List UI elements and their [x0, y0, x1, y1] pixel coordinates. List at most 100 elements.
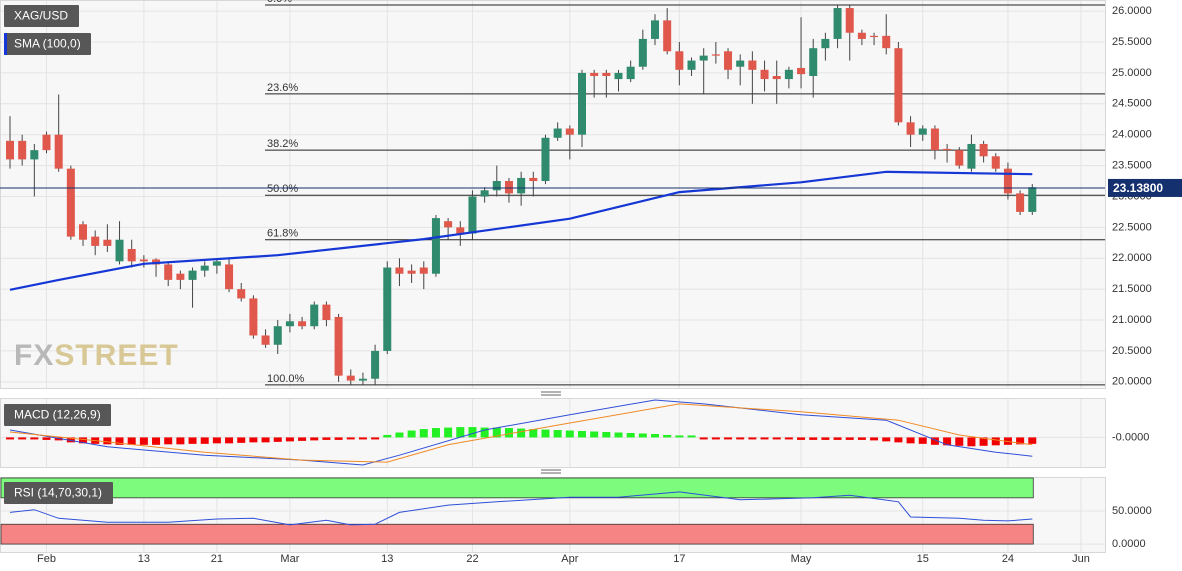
histogram-bar [176, 437, 185, 445]
x-tick-label: 24 [1002, 553, 1014, 565]
candle-body [139, 259, 148, 262]
candle-body [237, 289, 246, 299]
histogram-bar [42, 437, 51, 440]
candle-body [42, 134, 51, 151]
candle-body [298, 321, 307, 327]
histogram-bar [30, 437, 39, 440]
candle-body [334, 316, 343, 376]
label-box [4, 5, 79, 27]
histogram-bar [456, 427, 465, 438]
candle-body [748, 60, 757, 70]
candle-body [115, 239, 124, 262]
fib-label: 38.2% [267, 138, 298, 150]
histogram-bar [298, 437, 307, 441]
y-tick-label: 26.0000 [1112, 5, 1152, 17]
watermark-part: STREET [54, 339, 178, 372]
histogram-bar [991, 437, 1000, 446]
panel-background [0, 398, 1106, 468]
histogram-bar [687, 435, 696, 438]
indicator-line [9, 170, 1033, 291]
histogram-bar [955, 437, 964, 446]
y-tick-label: 24.0000 [1112, 129, 1152, 141]
candle-body [955, 150, 964, 166]
x-tick-label: May [791, 553, 812, 565]
histogram-bar [200, 437, 209, 444]
histogram-bar [249, 437, 258, 443]
histogram-bar [1016, 437, 1025, 445]
histogram-bar [602, 432, 611, 438]
label-color [4, 33, 7, 55]
y-tick-label: 0.0000 [1112, 538, 1146, 550]
rsi-band [0, 477, 1034, 499]
candle-body [991, 156, 1000, 169]
histogram-bar [492, 427, 501, 438]
histogram-bar [225, 437, 234, 444]
candle-body [468, 196, 477, 234]
candle-body [553, 128, 562, 138]
histogram-bar [407, 430, 416, 438]
candle-body [784, 69, 793, 80]
histogram-bar [772, 437, 781, 440]
histogram-bar [553, 430, 562, 438]
candle-body [894, 48, 903, 123]
candle-body [346, 375, 355, 381]
histogram-bar [626, 432, 635, 438]
candle-body [30, 150, 39, 160]
candle-body [480, 190, 489, 197]
histogram-bar [444, 427, 453, 438]
histogram-bar [906, 437, 915, 444]
candle-body [188, 270, 197, 280]
label-box [4, 33, 91, 55]
candle-body [225, 264, 234, 290]
candle-body [675, 51, 684, 70]
x-tick-label: Apr [561, 553, 578, 565]
y-tick-label: 25.5000 [1112, 36, 1152, 48]
histogram-bar [54, 437, 63, 441]
candle-body [651, 20, 660, 39]
y-tick-label: 50.0000 [1112, 505, 1152, 517]
candle-body [517, 177, 526, 194]
fib-label: 23.6% [267, 82, 298, 94]
panel-background [0, 0, 1106, 389]
histogram-bar [845, 437, 854, 440]
label-text: RSI (14,70,30,1) [14, 486, 102, 500]
x-tick-label: Jun [1072, 553, 1090, 565]
y-tick-label: 24.5000 [1112, 98, 1152, 110]
histogram-bar [784, 437, 793, 440]
histogram-bar [699, 437, 708, 440]
candle-body [930, 128, 939, 151]
fib-label: 61.8% [267, 228, 298, 240]
candle-body [383, 267, 392, 351]
candle-body [772, 75, 781, 80]
indicator-label: SMA (100,0) [4, 33, 91, 55]
candle-body [614, 72, 623, 80]
histogram-bar [127, 437, 136, 445]
histogram-bar [310, 437, 319, 441]
candle-body [249, 298, 258, 336]
candle-body [164, 264, 173, 280]
histogram-bar [943, 437, 952, 446]
x-tick-label: 15 [917, 553, 929, 565]
candle-body [1016, 193, 1025, 212]
histogram-bar [285, 437, 294, 442]
candle-body [200, 265, 209, 271]
histogram-bar [870, 437, 879, 441]
candle-body [322, 304, 331, 321]
histogram-bar [115, 437, 124, 445]
x-tick-label: 22 [466, 553, 478, 565]
candle-body [979, 143, 988, 157]
candle-body [273, 326, 282, 345]
histogram-bar [346, 437, 355, 440]
y-tick-label: 23.5000 [1112, 159, 1152, 171]
candle-body [760, 69, 769, 80]
candle-body [1028, 187, 1037, 212]
y-tick-label: 21.0000 [1112, 314, 1152, 326]
histogram-bar [504, 428, 513, 438]
x-tick-label: 21 [211, 553, 223, 565]
histogram-bar [152, 437, 161, 445]
candle-body [882, 35, 891, 49]
x-tick-label: 13 [138, 553, 150, 565]
histogram-bar [261, 437, 270, 443]
candle-body [663, 20, 672, 52]
last-price-label: 23.13800 [1113, 181, 1163, 195]
